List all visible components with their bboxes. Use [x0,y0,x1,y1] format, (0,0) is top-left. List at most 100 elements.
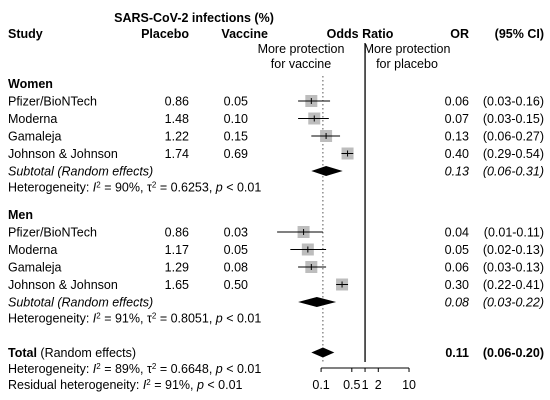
vaccine-value: 0.15 [224,130,248,144]
study-name: Johnson & Johnson [8,278,118,292]
placebo-value: 1.74 [165,147,189,161]
ci-value: (0.01-0.11) [484,226,544,240]
total-diamond [311,347,335,358]
or-value: 0.07 [445,112,469,126]
het-i-symbol: I [143,378,147,392]
header-infections: SARS-CoV-2 infections (%) [114,11,274,25]
x-axis-tick-label: 0.1 [312,378,329,392]
het-i-symbol: I [93,181,97,195]
subtotal-or: 0.08 [445,296,469,310]
placebo-value: 0.86 [165,226,189,240]
placebo-value: 1.17 [165,243,189,257]
het-i-symbol: I [93,362,97,376]
het-p-value: < 0.01 [223,362,262,376]
het-i2-value: = 89%, [101,362,147,376]
ci-value: (0.22-0.41) [483,278,544,292]
het-superscript: 2 [96,362,101,371]
het-superscript: 2 [152,311,157,320]
het-tau2-value: = 0.8051, [156,312,215,326]
or-value: 0.30 [445,278,469,292]
het-i2-value: = 90%, [101,181,147,195]
het-prefix: Heterogeneity: [8,312,93,326]
vaccine-value: 0.50 [224,278,248,292]
ci-value: (0.03-0.16) [483,95,544,109]
het-p-symbol: p [215,362,223,376]
het-p-value: < 0.01 [223,312,262,326]
total-ci: (0.06-0.20) [483,346,544,360]
residual-heterogeneity: Residual heterogeneity: I2 = 91%, p < 0.… [8,378,243,393]
note-vaccine-line1: More protection [258,42,345,56]
het-superscript: 2 [146,378,151,387]
or-value: 0.05 [445,243,469,257]
group-heterogeneity: Heterogeneity: I2 = 91%, τ2 = 0.8051, p … [8,311,261,326]
het-tau2-value: = 0.6648, [156,362,215,376]
study-name: Gamaleja [8,261,62,275]
x-axis-tick-label: 0.5 [343,378,360,392]
het-superscript: 2 [96,180,101,189]
total-or: 0.11 [445,346,469,360]
x-axis-tick-label: 1 [362,378,369,392]
note-vaccine-line2: for vaccine [271,57,331,71]
placebo-value: 1.48 [165,112,189,126]
vaccine-value: 0.05 [224,95,248,109]
vaccine-value: 0.08 [224,261,248,275]
study-name: Gamaleja [8,130,62,144]
het-superscript: 2 [96,311,101,320]
ci-value: (0.03-0.15) [483,112,544,126]
het-i-symbol: I [93,312,97,326]
total-heterogeneity: Heterogeneity: I2 = 89%, τ2 = 0.6648, p … [8,362,261,377]
subtotal-or: 0.13 [445,165,469,179]
ci-value: (0.29-0.54) [483,147,544,161]
total-label-bold: Total [8,346,37,360]
header-placebo: Placebo [141,27,189,41]
vaccine-value: 0.05 [224,243,248,257]
het-tau2-value: = 0.6253, [156,181,215,195]
study-name: Moderna [8,112,57,126]
subtotal-ci: (0.03-0.22) [483,296,544,310]
header-or: OR [450,27,469,41]
or-value: 0.40 [445,147,469,161]
vaccine-value: 0.03 [224,226,248,240]
group-title: Men [8,208,33,222]
het-p-symbol: p [215,312,223,326]
subtotal-label: Subtotal (Random effects) [8,296,153,310]
placebo-value: 1.29 [165,261,189,275]
or-value: 0.13 [445,130,469,144]
het-p-symbol: p [215,181,223,195]
subtotal-diamond [311,166,343,176]
het-prefix: Heterogeneity: [8,362,93,376]
placebo-value: 1.65 [165,278,189,292]
study-name: Johnson & Johnson [8,147,118,161]
or-value: 0.04 [445,226,469,240]
vaccine-value: 0.10 [224,112,248,126]
header-ci: (95% CI) [495,27,544,41]
vaccine-value: 0.69 [224,147,248,161]
note-placebo-line2: for placebo [376,57,438,71]
group-title: Women [8,77,53,91]
het-p-symbol: p [196,378,204,392]
placebo-value: 0.86 [165,95,189,109]
het-superscript: 2 [152,180,157,189]
x-axis-tick-label: 10 [402,378,416,392]
het-tau-symbol: τ [147,362,152,376]
het-tau-symbol: τ [147,181,152,195]
header-vaccine: Vaccine [221,27,268,41]
group-heterogeneity: Heterogeneity: I2 = 90%, τ2 = 0.6253, p … [8,180,261,195]
het-i2-value: = 91%, [101,312,147,326]
ci-value: (0.03-0.13) [483,261,544,275]
het-p-value: < 0.01 [223,181,262,195]
header-study: Study [8,27,43,41]
het-i2-value: = 91%, [151,378,197,392]
ci-value: (0.06-0.27) [483,130,544,144]
het-tau-symbol: τ [147,312,152,326]
study-name: Moderna [8,243,57,257]
header-odds-ratio: Odds Ratio [327,27,394,41]
het-prefix: Heterogeneity: [8,181,93,195]
x-axis-tick-label: 2 [375,378,382,392]
total-label: Total (Random effects) [8,346,136,360]
placebo-value: 1.22 [165,130,189,144]
subtotal-label: Subtotal (Random effects) [8,165,153,179]
or-value: 0.06 [445,261,469,275]
